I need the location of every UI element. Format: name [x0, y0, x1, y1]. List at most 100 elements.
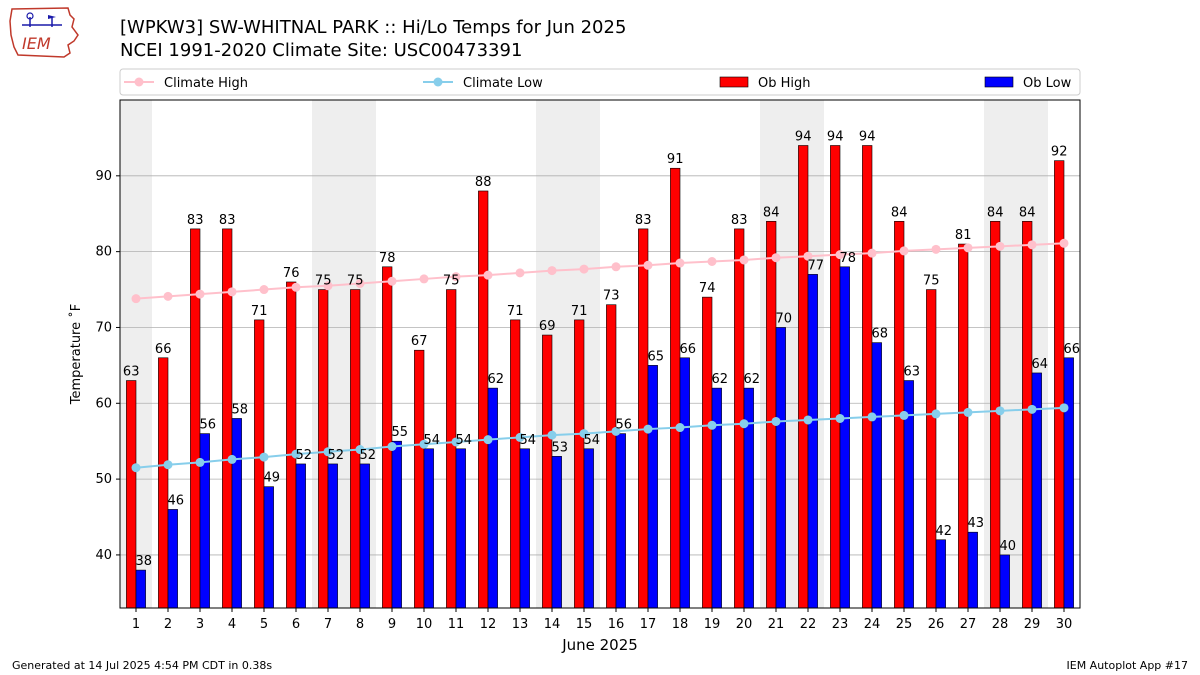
ob-low-label: 54	[456, 433, 473, 448]
ob-high-bar	[1022, 221, 1033, 609]
ob-low-label: 38	[136, 554, 153, 569]
ob-high-label: 75	[923, 274, 940, 289]
ob-low-bar	[679, 357, 690, 609]
x-tick-label: 14	[544, 617, 561, 632]
ob-high-label: 71	[571, 304, 588, 319]
ob-low-bar	[391, 440, 402, 609]
x-tick-label: 25	[896, 617, 913, 632]
ob-low-label: 62	[712, 372, 729, 387]
y-tick-label: 80	[95, 245, 112, 260]
legend-climate-high-marker	[134, 77, 144, 87]
climate-high-point	[387, 276, 397, 286]
climate-low-point	[515, 432, 525, 442]
x-tick-label: 24	[864, 617, 881, 632]
ob-high-label: 69	[539, 319, 556, 334]
ob-low-label: 52	[360, 448, 377, 463]
ob-high-label: 83	[187, 213, 204, 228]
ob-low-label: 58	[232, 402, 249, 417]
ob-high-bar	[702, 296, 713, 609]
x-tick-label: 15	[576, 617, 593, 632]
x-tick-label: 29	[1024, 617, 1041, 632]
ob-low-bar	[839, 266, 850, 609]
climate-high-point	[483, 270, 493, 280]
ob-low-label: 56	[200, 418, 217, 433]
x-tick-label: 23	[832, 617, 849, 632]
y-axis-title: Temperature ˚F	[68, 304, 84, 405]
ob-low-bar	[231, 418, 242, 609]
y-tick-label: 40	[95, 548, 112, 563]
ob-high-label: 73	[603, 289, 620, 304]
ob-high-label: 88	[475, 175, 492, 190]
x-tick-label: 18	[672, 617, 689, 632]
climate-low-point	[899, 410, 909, 420]
chart-subtitle: NCEI 1991-2020 Climate Site: USC00473391	[120, 40, 523, 61]
climate-low-point	[995, 406, 1005, 416]
climate-high-point	[515, 268, 525, 278]
climate-high-point	[131, 294, 141, 304]
climate-high-point	[739, 255, 749, 265]
ob-high-bar	[734, 228, 745, 609]
x-tick-label: 16	[608, 617, 625, 632]
climate-high-point	[195, 289, 205, 299]
iem-logo: IEM	[8, 5, 82, 59]
legend-climate-low-marker	[433, 77, 443, 87]
ob-low-bar	[167, 509, 178, 609]
ob-low-bar	[999, 554, 1010, 609]
climate-high-point	[1027, 240, 1037, 250]
y-tick-label: 70	[95, 320, 112, 335]
ob-low-label: 68	[872, 327, 889, 342]
ob-low-bar	[935, 539, 946, 609]
ob-low-label: 52	[328, 448, 345, 463]
ob-low-bar	[807, 274, 818, 609]
legend-box	[119, 68, 1081, 96]
x-axis-title: June 2025	[561, 636, 638, 654]
ob-high-label: 84	[1019, 205, 1036, 220]
climate-low-point	[419, 439, 429, 449]
ob-low-bar	[359, 463, 370, 609]
climate-high-point	[995, 241, 1005, 251]
climate-low-point	[291, 449, 301, 459]
chart-title: [WPKW3] SW-WHITNAL PARK :: Hi/Lo Temps f…	[120, 17, 627, 38]
x-tick-label: 13	[512, 617, 529, 632]
legend-climate-high-label: Climate High	[164, 76, 248, 91]
ob-high-bar	[926, 289, 937, 609]
ob-low-label: 42	[936, 524, 953, 539]
ob-low-label: 54	[520, 433, 537, 448]
climate-high-point	[771, 253, 781, 263]
climate-low-point	[1059, 403, 1069, 413]
ob-low-label: 52	[296, 448, 313, 463]
ob-low-bar	[135, 569, 146, 609]
ob-high-bar	[574, 319, 585, 609]
ob-low-bar	[551, 456, 562, 609]
climate-low-point	[963, 407, 973, 417]
ob-low-label: 55	[392, 425, 409, 440]
x-tick-label: 11	[448, 617, 465, 632]
x-tick-label: 20	[736, 617, 753, 632]
climate-low-point	[931, 409, 941, 419]
y-tick-label: 60	[95, 396, 112, 411]
ob-low-label: 46	[168, 493, 185, 508]
ob-high-bar	[286, 281, 297, 609]
ob-low-label: 70	[776, 311, 793, 326]
climate-high-point	[355, 278, 365, 288]
climate-high-point	[835, 250, 845, 260]
ob-low-bar	[583, 448, 594, 609]
ob-high-bar	[222, 228, 233, 609]
ob-high-label: 75	[347, 274, 364, 289]
ob-low-bar	[263, 486, 274, 609]
ob-high-label: 92	[1051, 145, 1068, 160]
ob-high-label: 84	[891, 205, 908, 220]
plot-frame	[119, 99, 1081, 609]
climate-low-point	[547, 430, 557, 440]
legend-ob-low-label: Ob Low	[1023, 76, 1072, 91]
legend-ob-high-swatch	[719, 76, 749, 88]
climate-low-point	[163, 460, 173, 470]
climate-low-point	[1027, 404, 1037, 414]
ob-high-label: 75	[443, 274, 460, 289]
climate-low-point	[611, 426, 621, 436]
ob-high-bar	[606, 304, 617, 609]
ob-high-label: 74	[699, 281, 716, 296]
climate-high-point	[259, 285, 269, 295]
climate-low-point	[259, 452, 269, 462]
ob-low-label: 62	[744, 372, 761, 387]
